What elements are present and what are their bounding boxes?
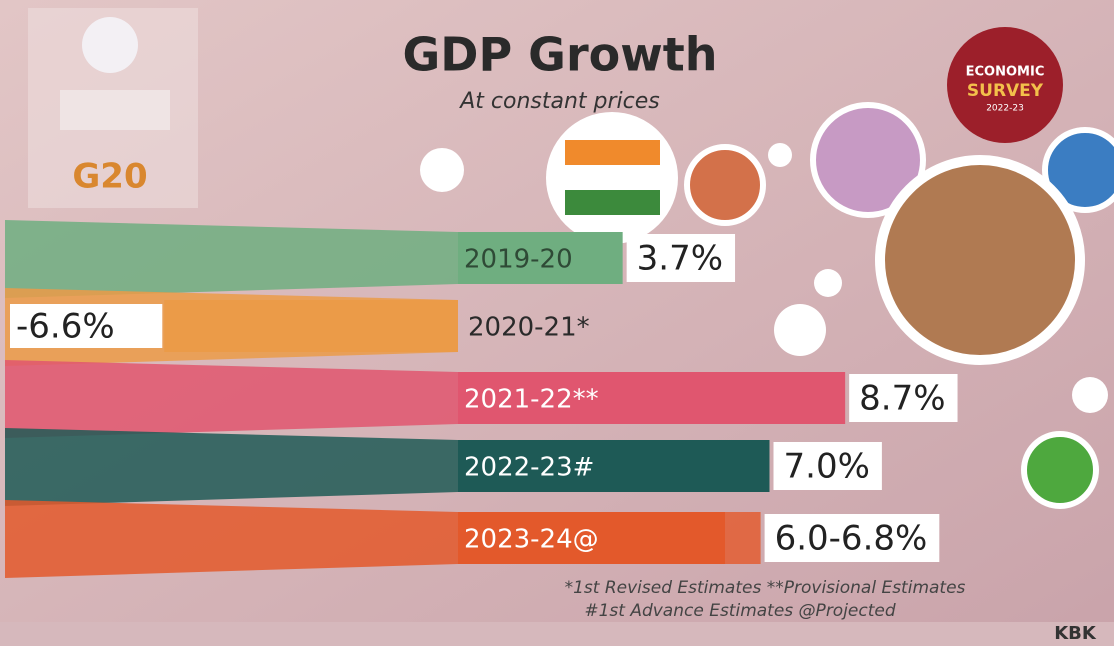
footnote: #1st Advance Estimates @Projected — [584, 601, 896, 621]
badge — [947, 27, 1063, 143]
flag — [565, 190, 660, 215]
decoration — [1021, 431, 1099, 509]
chart-title: GDP Growth — [403, 28, 718, 82]
decoration — [875, 155, 1085, 365]
value-label-box — [626, 234, 736, 282]
decoration — [684, 144, 766, 226]
bar — [458, 440, 770, 492]
value-label: 7.0% — [784, 447, 870, 487]
decoration — [810, 102, 926, 218]
value-label: -6.6% — [16, 307, 115, 347]
decoration — [1042, 127, 1114, 213]
decoration — [774, 304, 826, 356]
bar — [458, 232, 623, 284]
social-bar — [0, 622, 1114, 646]
badge-text: ECONOMIC — [966, 65, 1045, 80]
bar — [458, 512, 725, 564]
flag — [565, 140, 660, 165]
decoration — [768, 143, 792, 167]
value-label: 6.0-6.8% — [775, 519, 928, 559]
logo-text: G20 — [72, 157, 147, 197]
value-label-box — [10, 304, 163, 348]
category-label: 2020-21* — [468, 313, 590, 343]
badge-text: 2022-23 — [986, 104, 1024, 114]
ribbon — [5, 360, 458, 438]
decoration — [1072, 377, 1108, 413]
category-label: 2019-20 — [464, 245, 573, 275]
footnote: *1st Revised Estimates **Provisional Est… — [565, 578, 966, 598]
badge-text: SURVEY — [967, 81, 1044, 101]
logo — [82, 17, 138, 73]
bars: 3.7% 2019-20 -6.6% 2020-21* 8.7% 2021-22** 7.0… — [5, 220, 958, 578]
category-label: 2022-23# — [464, 453, 594, 483]
flag — [565, 165, 660, 190]
ribbon — [5, 220, 458, 298]
credit: KBK — [1054, 623, 1097, 644]
value-label-box — [849, 374, 958, 422]
bar — [458, 372, 846, 424]
decoration — [814, 269, 842, 297]
decoration — [420, 148, 464, 192]
value-label: 3.7% — [637, 239, 723, 279]
value-label-box — [773, 442, 882, 490]
chart-subtitle: At constant prices — [458, 89, 660, 114]
category-label: 2023-24@ — [464, 525, 599, 555]
ribbon — [5, 428, 458, 506]
ribbon — [5, 500, 458, 578]
bar-range — [725, 512, 761, 564]
category-label: 2021-22** — [464, 385, 599, 415]
logo — [60, 90, 170, 130]
value-label-box — [764, 514, 940, 562]
bar — [164, 300, 459, 352]
value-label: 8.7% — [859, 379, 945, 419]
